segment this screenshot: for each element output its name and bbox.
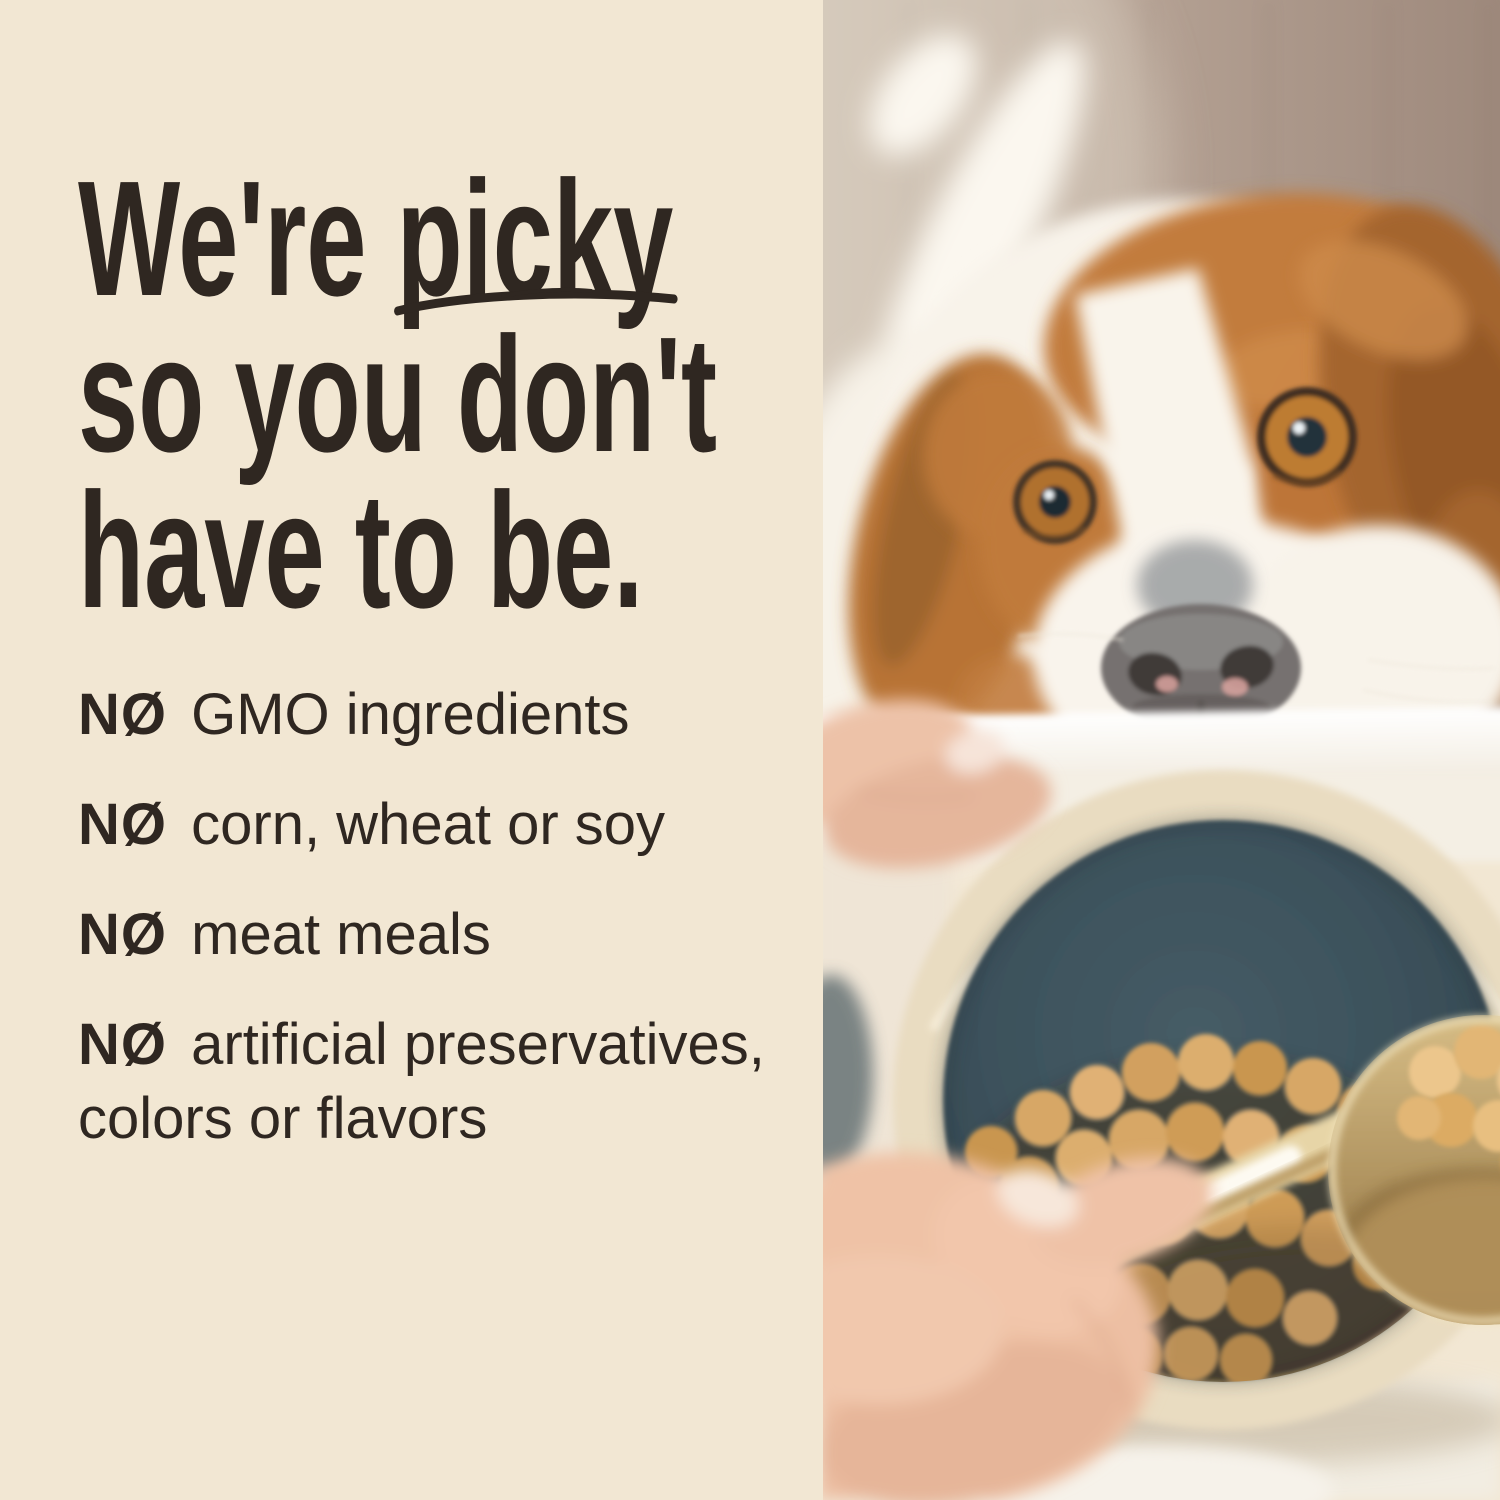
headline-line-1-prefix: We're — [78, 147, 397, 330]
headline: We're picky so you don't have to be. — [78, 157, 1046, 642]
claim-item: NØ meat meals — [78, 898, 778, 972]
claim-text: GMO ingredients — [191, 682, 630, 747]
whiskers — [1017, 632, 1496, 705]
dog-photo — [823, 0, 1500, 1500]
bowl-shadow-sliver — [823, 975, 873, 1175]
no-symbol: NØ — [78, 682, 167, 747]
no-symbol: NØ — [78, 792, 167, 857]
hand-fingers — [823, 699, 1052, 869]
claim-text: corn, wheat or soy — [191, 792, 666, 857]
text-panel: We're picky so you don't have to be. NØ … — [78, 156, 778, 1192]
headline-line-3: have to be. — [78, 459, 644, 642]
headline-line-1: We're picky — [78, 157, 717, 321]
dog-photo-canvas — [823, 0, 1500, 1500]
no-symbol: NØ — [78, 902, 167, 967]
no-symbol: NØ — [78, 1012, 167, 1077]
claim-item: NØ GMO ingredients — [78, 678, 778, 752]
claim-item: NØ artificial preservatives, colors or f… — [78, 1008, 778, 1156]
dog-head — [848, 193, 1500, 800]
claim-text: meat meals — [191, 902, 491, 967]
headline-line-2: so you don't — [78, 303, 718, 486]
hand-drawn-underline — [393, 287, 678, 316]
claim-text: artificial preservatives, colors or flav… — [78, 1012, 765, 1151]
no-claims-list: NØ GMO ingredients NØ corn, wheat or soy… — [78, 678, 778, 1192]
hand-holding-scoop — [823, 1152, 1213, 1500]
underlined-word: picky — [393, 157, 678, 321]
right-eye — [1257, 387, 1357, 487]
left-eye — [1013, 460, 1097, 544]
claim-item: NØ corn, wheat or soy — [78, 788, 778, 862]
right-cheek — [1238, 525, 1500, 765]
